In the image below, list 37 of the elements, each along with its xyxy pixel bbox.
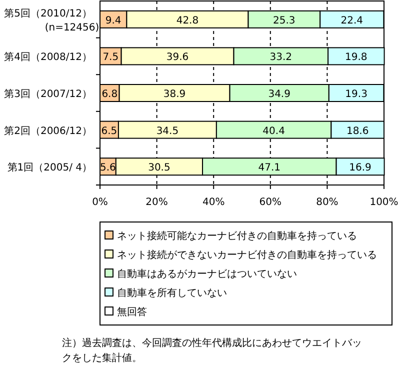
- legend-label: ネット接続ができないカーナビ付きの自動車を持っている: [117, 249, 377, 261]
- data-label: 19.8: [345, 52, 368, 64]
- data-label: 25.3: [273, 15, 296, 26]
- x-tick-label: 40%: [202, 197, 225, 208]
- legend-label: 無回答: [117, 306, 147, 318]
- data-label: 40.4: [262, 126, 285, 137]
- x-tick-label: 100%: [370, 197, 398, 208]
- data-label: 30.5: [148, 162, 170, 174]
- data-label: 16.9: [349, 162, 372, 174]
- data-label: 6.5: [101, 126, 118, 137]
- y-tick-label: 第4回（2008/12）: [4, 51, 92, 64]
- data-label: 7.5: [102, 52, 119, 64]
- data-label: 19.3: [345, 89, 368, 100]
- data-label: 42.8: [176, 15, 199, 26]
- data-label: 33.2: [270, 52, 292, 64]
- data-label: 5.6: [100, 162, 116, 174]
- legend-label: ネット接続可能なカーナビ付きの自動車を持っている: [117, 230, 357, 242]
- data-label: 9.4: [105, 15, 122, 26]
- x-tick-label: 80%: [316, 197, 338, 208]
- data-label: 47.1: [258, 162, 281, 174]
- y-tick-label: 第2回（2006/12）: [4, 124, 92, 137]
- data-label: 22.4: [340, 15, 364, 26]
- y-tick-label: 第1回（2005/ 4）: [7, 162, 92, 174]
- legend-label: 自動車を所有していない: [117, 287, 227, 299]
- y-tick-label: 第3回（2007/12）: [4, 88, 92, 100]
- data-label: 38.9: [163, 89, 186, 100]
- data-label: 6.8: [102, 89, 118, 100]
- data-label: 34.9: [268, 89, 290, 100]
- data-label: 39.6: [166, 52, 189, 64]
- legend-label: 自動車はあるがカーナビはついていない: [117, 268, 297, 280]
- text: 注）過去調査は、今回調査の性年代構成比にあわせてウエイトバックをした集計値。: [62, 336, 362, 366]
- x-tick-label: 60%: [259, 197, 282, 208]
- data-label: 34.5: [156, 126, 179, 137]
- x-tick-label: 20%: [146, 197, 168, 208]
- data-label: 18.6: [346, 126, 369, 137]
- y-tick-label: 第5回（2010/12） (n=12456): [4, 7, 100, 34]
- x-tick-label: 0%: [92, 197, 108, 208]
